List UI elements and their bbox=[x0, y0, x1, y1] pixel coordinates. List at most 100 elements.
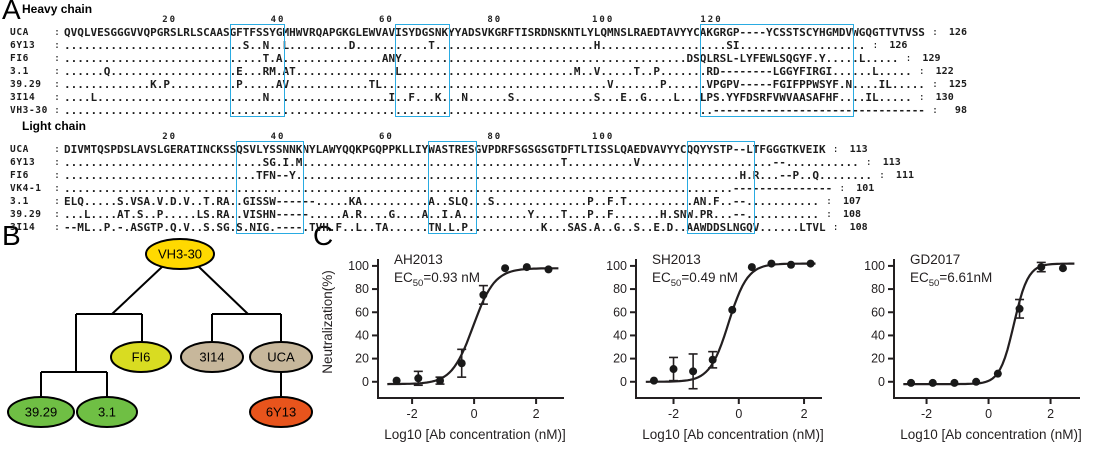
tree-node-FI6: FI6 bbox=[110, 341, 172, 373]
separator: : bbox=[54, 105, 61, 116]
x-axis-label: Log10 [Ab concentration (nM)] bbox=[384, 427, 566, 442]
data-point bbox=[522, 263, 531, 272]
ec50-value: EC50=6.61nM bbox=[910, 270, 992, 289]
panel-a-label: A bbox=[2, 0, 21, 25]
sequence: ........................................… bbox=[64, 104, 925, 117]
data-point bbox=[392, 376, 401, 385]
chart-title: AH2013 bbox=[394, 252, 443, 267]
alignment-row-FI6: FI6: .............................TFN--Y.… bbox=[10, 169, 914, 182]
residue-count: 113 bbox=[882, 157, 901, 168]
data-point bbox=[1015, 304, 1024, 313]
data-point bbox=[501, 264, 510, 273]
heavy-chain-title: Heavy chain bbox=[22, 2, 93, 16]
tree-edge bbox=[197, 265, 249, 315]
antibody-name: VH3-30 bbox=[10, 105, 48, 116]
x-tick-label: -2 bbox=[407, 407, 418, 421]
residue-count: 130 bbox=[935, 92, 954, 103]
antibody-name: UCA bbox=[10, 144, 29, 155]
ruler-mark: 60 bbox=[378, 132, 394, 142]
data-point bbox=[689, 367, 698, 376]
sequence: DIVMTQSPDSLAVSLGERATINCKSSQSVLYSSNNKNYLA… bbox=[64, 143, 826, 156]
alignment-row-39.29: 39.29: ...L....AT.S..P.....LS.RA..VISHN--… bbox=[10, 208, 914, 221]
y-tick-label: 20 bbox=[871, 352, 885, 366]
x-tick-label: 2 bbox=[1047, 407, 1054, 421]
chart-title: SH2013 bbox=[652, 252, 701, 267]
separator: : bbox=[918, 92, 925, 103]
separator: : bbox=[54, 53, 61, 64]
y-tick-label: 80 bbox=[355, 282, 369, 296]
tree-node-label: 39.29 bbox=[25, 405, 58, 420]
x-tick-label: 2 bbox=[533, 407, 540, 421]
lineage-tree: VH3-30 FI6 3I14 UCA 39.29 3.1 6Y13 bbox=[7, 238, 313, 428]
residue-count: 125 bbox=[948, 79, 967, 90]
alignment-rows: UCA: DIVMTQSPDSLAVSLGERATINCKSSQSVLYSSNNK… bbox=[10, 141, 914, 234]
light-chain-alignment: Light chain 20 40 60 80 100 UCA: DIVMTQSPDSLAV… bbox=[10, 119, 914, 234]
residue-count: 126 bbox=[889, 40, 908, 51]
antibody-name: FI6 bbox=[10, 170, 29, 181]
y-tick-label: 100 bbox=[348, 259, 369, 273]
alignment-row-VK4-1: VK4-1:..................................… bbox=[10, 182, 914, 195]
separator: : bbox=[825, 209, 833, 220]
separator: : bbox=[54, 92, 61, 103]
x-tick-label: 0 bbox=[471, 407, 478, 421]
data-point bbox=[767, 259, 776, 268]
separator: : bbox=[931, 27, 938, 38]
data-point bbox=[414, 374, 423, 383]
antibody-name: VK4-1 bbox=[10, 183, 42, 194]
data-point bbox=[747, 263, 756, 272]
panel-b-label: B bbox=[2, 220, 21, 251]
antibody-name: 6Y13 bbox=[10, 40, 36, 51]
x-tick-label: 0 bbox=[985, 407, 992, 421]
residue-count: 122 bbox=[935, 66, 954, 77]
sequence: ......Q...................E...RM.AT.....… bbox=[64, 65, 912, 78]
alignment-row-3I14: 3I14: ....L.........................N....… bbox=[10, 91, 967, 104]
ruler-mark: 40 bbox=[270, 15, 286, 25]
tree-node-UCA: UCA bbox=[249, 341, 313, 373]
sequence: QVQLVESGGGVVQPGRSLRLSCAASGFTFSSYGMHWVRQA… bbox=[64, 26, 925, 39]
panel-c-label: C bbox=[313, 220, 334, 251]
y-tick-label: 40 bbox=[871, 328, 885, 342]
separator: : bbox=[54, 157, 61, 168]
separator: : bbox=[54, 196, 61, 207]
antibody-name: 39.29 bbox=[10, 79, 42, 90]
separator: : bbox=[832, 144, 839, 155]
data-point bbox=[950, 378, 959, 387]
antibody-name: 3I14 bbox=[10, 222, 36, 233]
alignment-rows: UCA: QVQLVESGGGVVQPGRSLRLSCAASGFTFSSYGMHW… bbox=[10, 24, 967, 117]
separator: : bbox=[878, 170, 885, 181]
separator: : bbox=[54, 222, 61, 233]
residue-count: 108 bbox=[842, 209, 862, 220]
data-point bbox=[649, 376, 658, 385]
sequence: ELQ.....S.VSA.V.D.V..T.RA..GISSW------..… bbox=[64, 195, 819, 208]
x-axis-label: Log10 [Ab concentration (nM)] bbox=[900, 427, 1082, 442]
ruler-mark: 100 bbox=[591, 15, 615, 25]
x-tick-label: -2 bbox=[921, 407, 932, 421]
separator: : bbox=[54, 183, 61, 194]
alignment-row-UCA: UCA: DIVMTQSPDSLAVSLGERATINCKSSQSVLYSSNNK… bbox=[10, 143, 914, 156]
ruler-mark: 40 bbox=[270, 132, 286, 142]
light-chain-title: Light chain bbox=[22, 119, 86, 133]
sequence: ...........................S..N..L......… bbox=[64, 39, 866, 52]
antibody-name: 3.1 bbox=[10, 196, 29, 207]
data-point bbox=[436, 376, 444, 385]
tree-node-label: 3.1 bbox=[98, 405, 116, 420]
tree-node-label: UCA bbox=[267, 350, 295, 365]
tree-node-3.1: 3.1 bbox=[76, 396, 138, 428]
antibody-name: 6Y13 bbox=[10, 157, 36, 168]
residue-count: 126 bbox=[948, 27, 967, 38]
data-point bbox=[544, 265, 553, 274]
data-point bbox=[479, 290, 488, 299]
y-tick-label: 100 bbox=[606, 259, 627, 273]
ruler-mark: 100 bbox=[591, 132, 615, 142]
y-tick-label: 0 bbox=[620, 375, 627, 389]
separator: : bbox=[832, 222, 839, 233]
x-tick-label: -2 bbox=[668, 407, 679, 421]
tree-node-VH3-30: VH3-30 bbox=[145, 238, 215, 270]
ruler-mark: 20 bbox=[162, 15, 178, 25]
sequence: ........................................… bbox=[64, 182, 833, 195]
position-ruler: 20 40 60 80 100 bbox=[64, 132, 914, 143]
tree-edge bbox=[111, 265, 164, 315]
y-tick-label: 20 bbox=[613, 352, 627, 366]
sequence: ..............................SG.I.M....… bbox=[64, 156, 859, 169]
